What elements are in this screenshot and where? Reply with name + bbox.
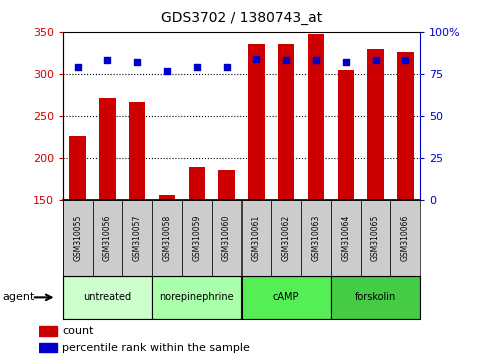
Bar	[242, 200, 271, 276]
Point	[133, 59, 141, 65]
Text: GSM310066: GSM310066	[401, 215, 410, 261]
Point	[223, 64, 230, 70]
Bar	[70, 136, 86, 200]
Bar	[152, 276, 242, 319]
Point	[372, 58, 380, 63]
Text: GDS3702 / 1380743_at: GDS3702 / 1380743_at	[161, 11, 322, 25]
Bar	[248, 44, 265, 200]
Bar	[39, 326, 57, 336]
Bar	[338, 70, 354, 200]
Text: GSM310061: GSM310061	[252, 215, 261, 261]
Point	[401, 58, 409, 63]
Text: percentile rank within the sample: percentile rank within the sample	[62, 343, 250, 353]
Text: GSM310064: GSM310064	[341, 215, 350, 261]
Bar	[278, 44, 294, 200]
Text: GSM310063: GSM310063	[312, 215, 320, 261]
Bar	[189, 167, 205, 200]
Point	[163, 68, 171, 73]
Bar	[271, 200, 301, 276]
Bar	[152, 200, 182, 276]
Point	[193, 64, 201, 70]
Bar	[331, 200, 361, 276]
Point	[253, 56, 260, 62]
Bar	[182, 200, 212, 276]
Bar	[122, 200, 152, 276]
Bar	[99, 98, 115, 200]
Bar	[159, 195, 175, 200]
Text: GSM310065: GSM310065	[371, 215, 380, 261]
Bar	[390, 200, 420, 276]
Point	[282, 58, 290, 63]
Point	[312, 58, 320, 63]
Bar	[93, 200, 122, 276]
Bar	[212, 200, 242, 276]
Bar	[308, 34, 324, 200]
Text: untreated: untreated	[84, 292, 131, 302]
Text: GSM310060: GSM310060	[222, 215, 231, 261]
Bar	[39, 343, 57, 353]
Text: forskolin: forskolin	[355, 292, 396, 302]
Bar	[368, 49, 384, 200]
Bar	[301, 200, 331, 276]
Text: agent: agent	[2, 292, 35, 302]
Bar	[242, 276, 331, 319]
Bar	[218, 170, 235, 200]
Text: GSM310059: GSM310059	[192, 215, 201, 261]
Text: norepinephrine: norepinephrine	[159, 292, 234, 302]
Text: GSM310055: GSM310055	[73, 215, 82, 261]
Text: GSM310062: GSM310062	[282, 215, 291, 261]
Point	[74, 64, 82, 70]
Text: count: count	[62, 326, 94, 336]
Text: GSM310057: GSM310057	[133, 215, 142, 261]
Bar	[331, 276, 420, 319]
Bar	[397, 52, 413, 200]
Bar	[63, 200, 93, 276]
Bar	[63, 276, 152, 319]
Bar	[129, 103, 145, 200]
Point	[104, 58, 112, 63]
Text: GSM310058: GSM310058	[163, 215, 171, 261]
Bar	[361, 200, 390, 276]
Point	[342, 59, 350, 65]
Text: cAMP: cAMP	[273, 292, 299, 302]
Text: GSM310056: GSM310056	[103, 215, 112, 261]
